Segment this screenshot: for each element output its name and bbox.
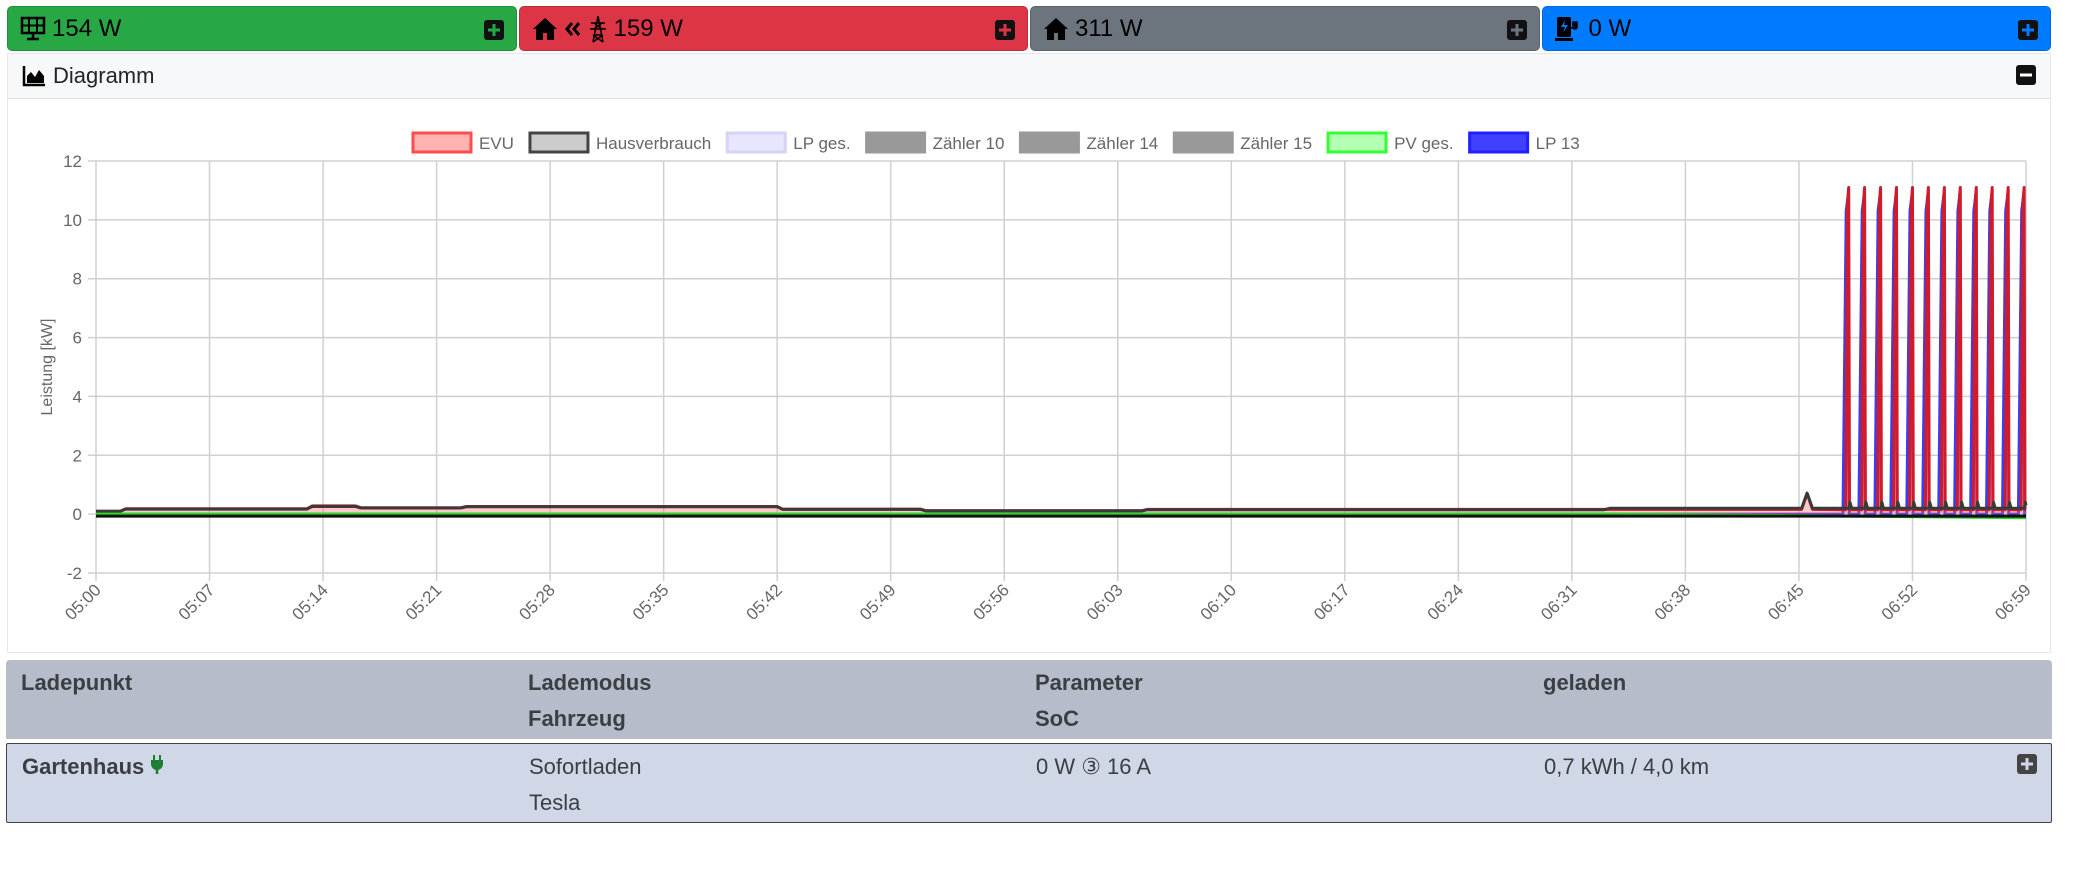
charge-mode[interactable]: Sofortladen — [529, 754, 642, 779]
expand-plus-square-icon[interactable] — [1506, 19, 1527, 47]
diagram-card: Diagramm EVU Hausverbrauch LP ges. Zähler 1… — [7, 53, 2051, 653]
legend-label: Zähler 10 — [933, 134, 1005, 153]
legend-swatch — [411, 131, 473, 154]
charged-amount: 0,7 kWh / 4,0 km — [1544, 754, 1710, 779]
legend-label: LP 13 — [1536, 134, 1580, 153]
chargepoint-table-header: Ladepunkt Lademodus Fahrzeug Parameter S… — [6, 660, 2052, 739]
y-tick-label: 6 — [73, 329, 82, 348]
legend-item-4: Zähler 14 — [1018, 131, 1158, 154]
legend-label: Zähler 14 — [1086, 134, 1158, 153]
legend-swatch — [1468, 131, 1530, 154]
pv-power-box[interactable]: 154 W — [7, 6, 517, 51]
pv-power-value: 154 W — [52, 14, 122, 42]
header-parameter: Parameter — [1035, 670, 1143, 695]
legend-item-6: PV ges. — [1326, 131, 1454, 154]
legend-swatch — [1018, 131, 1080, 154]
power-tower-icon — [588, 15, 608, 43]
header-geladen: geladen — [1543, 670, 1627, 695]
legend-item-7: LP 13 — [1468, 131, 1580, 154]
chargepoint-row[interactable]: Gartenhaus Sofortladen Tesla 0 W ③ 16 A … — [6, 743, 2052, 823]
house-power-value: 311 W — [1075, 14, 1143, 42]
house-icon — [532, 17, 558, 41]
house-power-box[interactable]: 311 W — [1030, 6, 1540, 51]
double-chevron-left-icon — [564, 20, 582, 38]
grid-power-value: 159 W — [613, 14, 683, 42]
vehicle: Tesla — [529, 790, 581, 815]
expand-plus-square-icon[interactable] — [995, 19, 1015, 47]
header-fahrzeug: Fahrzeug — [528, 706, 626, 731]
legend-swatch — [1326, 131, 1388, 154]
legend-label: Zähler 15 — [1240, 134, 1312, 153]
legend-swatch — [725, 131, 787, 154]
header-lademodus: Lademodus — [528, 670, 652, 695]
minus-square-icon[interactable] — [2016, 65, 2036, 91]
y-tick-label: 8 — [73, 270, 82, 289]
y-tick-label: 0 — [73, 505, 82, 524]
y-tick-label: 4 — [73, 387, 82, 406]
legend-item-3: Zähler 10 — [865, 131, 1005, 154]
grid-power-box[interactable]: 159 W — [518, 6, 1028, 51]
power-summary-bar: 154 W 159 W 311 W 0 W — [7, 6, 2051, 51]
legend-item-2: LP ges. — [725, 131, 851, 154]
x-tick-label: 06:38 — [1651, 580, 1695, 624]
header-ladepunkt: Ladepunkt — [21, 670, 133, 695]
x-tick-label: 05:49 — [856, 580, 900, 624]
legend-label: PV ges. — [1394, 134, 1454, 153]
charging-power-box[interactable]: 0 W — [1541, 6, 2051, 51]
solar-panel-icon — [20, 16, 46, 42]
series-line-hausverbrauch — [96, 491, 2028, 513]
x-tick-label: 06:17 — [1310, 580, 1354, 624]
x-tick-label: 06:52 — [1878, 580, 1922, 624]
charge-parameter: 0 W ③ 16 A — [1036, 754, 1152, 779]
plug-icon — [150, 754, 164, 779]
y-tick-label: 10 — [63, 211, 82, 230]
charging-station-icon — [1554, 16, 1583, 42]
chargepoint-name-cell: Gartenhaus — [22, 749, 164, 785]
x-tick-label: 06:45 — [1764, 580, 1808, 624]
x-tick-label: 05:07 — [175, 580, 219, 624]
y-tick-label: 12 — [63, 152, 82, 171]
series-line-lp-13 — [96, 191, 2027, 516]
x-tick-label: 06:31 — [1537, 580, 1581, 624]
expand-plus-square-icon[interactable] — [483, 19, 504, 47]
series-area-evu — [96, 187, 2026, 515]
charging-power-value: 0 W — [1588, 14, 1632, 42]
expand-plus-square-icon[interactable] — [2017, 754, 2037, 780]
series-line-evu — [96, 186, 2027, 513]
house-icon — [1043, 17, 1069, 41]
legend-swatch — [865, 131, 927, 154]
x-tick-label: 05:00 — [61, 580, 105, 624]
x-tick-label: 05:28 — [515, 580, 559, 624]
chargepoint-name: Gartenhaus — [22, 754, 145, 779]
y-tick-label: -2 — [67, 564, 82, 583]
legend-item-0: EVU — [411, 131, 514, 154]
y-axis-label: Leistung [kW] — [39, 319, 56, 416]
x-tick-label: 05:21 — [402, 580, 446, 624]
legend-item-5: Zähler 15 — [1172, 131, 1312, 154]
diagram-title: Diagramm — [53, 63, 155, 88]
x-tick-label: 05:42 — [742, 580, 786, 624]
legend-swatch — [528, 131, 590, 154]
legend-label: LP ges. — [793, 134, 850, 153]
series-area-lp-13 — [96, 193, 2026, 515]
diagram-header[interactable]: Diagramm — [8, 54, 2050, 99]
x-tick-label: 05:35 — [629, 580, 673, 624]
x-tick-label: 05:56 — [970, 580, 1014, 624]
legend-label: EVU — [479, 134, 514, 153]
y-tick-label: 2 — [73, 446, 82, 465]
chart-area-icon — [22, 65, 46, 87]
x-tick-label: 06:59 — [1991, 580, 2035, 624]
legend-swatch — [1172, 131, 1234, 154]
legend-item-1: Hausverbrauch — [528, 131, 711, 154]
power-chart: EVU Hausverbrauch LP ges. Zähler 10 Zähler 1… — [39, 131, 2035, 624]
expand-plus-square-icon[interactable] — [2018, 19, 2038, 47]
x-tick-label: 06:10 — [1197, 580, 1241, 624]
x-tick-label: 06:03 — [1083, 580, 1127, 624]
x-tick-label: 05:14 — [288, 580, 332, 624]
header-soc: SoC — [1035, 706, 1079, 731]
legend-label: Hausverbrauch — [596, 134, 711, 153]
x-tick-label: 06:24 — [1424, 580, 1468, 624]
